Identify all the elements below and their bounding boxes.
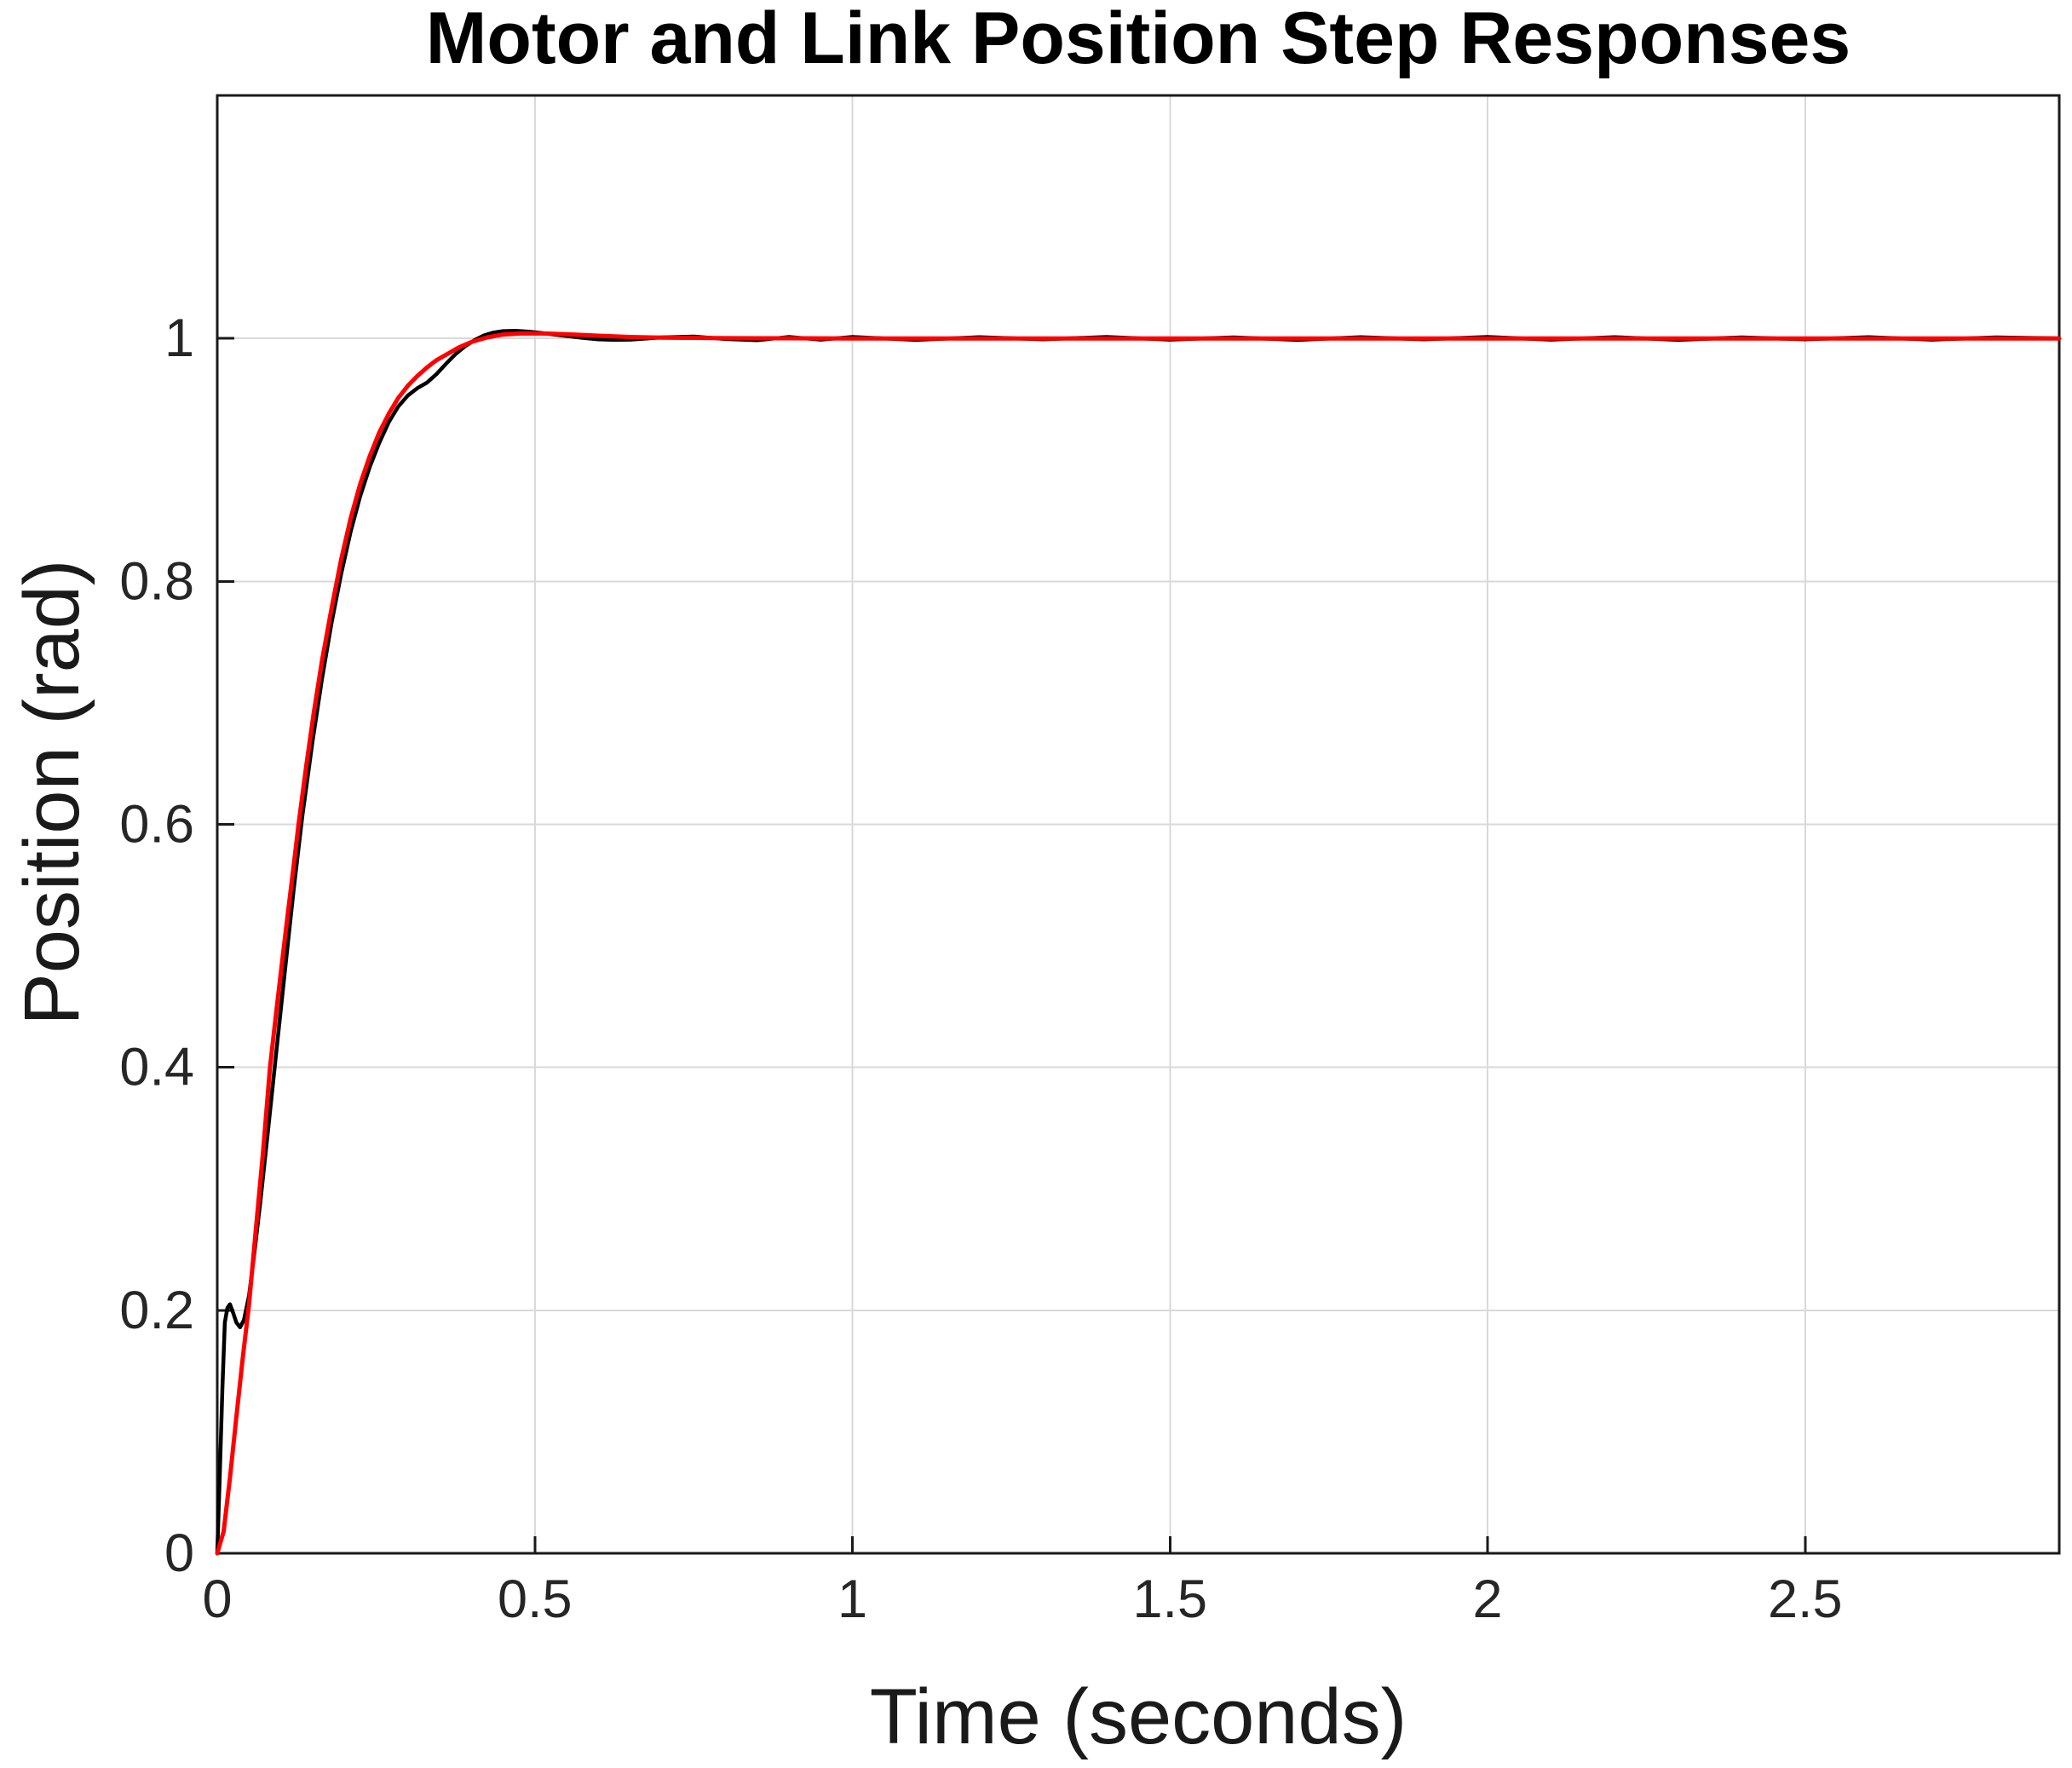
y-tick-label: 1 [164,308,194,368]
series-layer [215,329,2062,1556]
x-tick-label: 2.5 [1768,1569,1843,1629]
x-tick-label: 1.5 [1132,1569,1207,1629]
y-tick-label: 0 [164,1523,194,1583]
y-axis-label: Position (rad) [9,559,95,1025]
y-tick-label: 0.2 [119,1281,194,1340]
link-position-line [215,331,2062,1556]
x-axis-label: Time (seconds) [870,1673,1407,1760]
x-tick-label: 1 [837,1569,867,1629]
chart-title: Motor and Link Position Step Responses [426,0,1850,79]
motor-position-line [215,329,2062,1556]
tick-label-layer: 0 0.5 1 1.5 2 2.5 0 0.2 0.4 0.6 0.8 1 [119,308,1842,1629]
x-tick-label: 0.5 [498,1569,573,1629]
y-tick-label: 0.4 [119,1038,194,1097]
x-tick-label: 2 [1473,1569,1503,1629]
axes-layer [216,94,2061,1555]
x-tick-label: 0 [202,1569,232,1629]
y-tick-label: 0.8 [119,551,194,611]
y-tick-label: 0.6 [119,795,194,855]
grid-layer [217,95,2059,1553]
